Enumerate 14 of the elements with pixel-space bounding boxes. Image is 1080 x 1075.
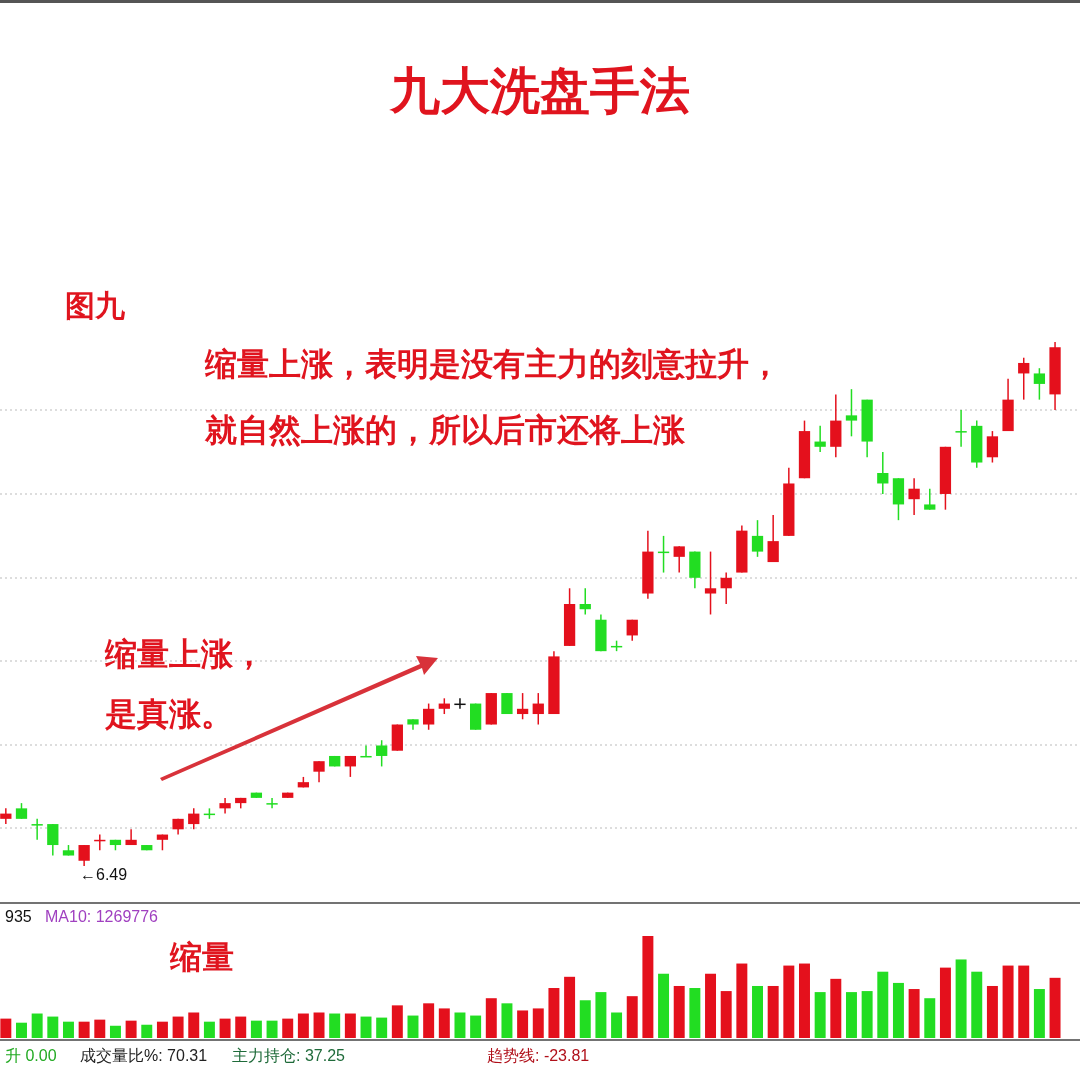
annotation: 成交量比%: 70.31 [80,1047,208,1064]
annotation: MA10: 1269776 [45,908,158,925]
annotation: 升 0.00 [5,1047,57,1064]
annotation: 935 [5,908,32,925]
annotation: 就自然上涨的，所以后市还将上涨 [205,412,685,448]
annotation: 缩量 [170,939,234,975]
annotation: 趋势线: -23.81 [487,1047,590,1064]
annotation: ←6.49 [80,866,128,883]
annotation: 图九 [65,289,125,322]
annotation: 缩量上涨， [105,636,265,672]
title: 九大洗盘手法 [390,63,690,119]
annotation: 缩量上涨，表明是没有主力的刻意拉升， [205,346,781,382]
annotation: 主力持仓: 37.25 [232,1047,345,1064]
annotation: 是真涨。 [105,696,233,732]
